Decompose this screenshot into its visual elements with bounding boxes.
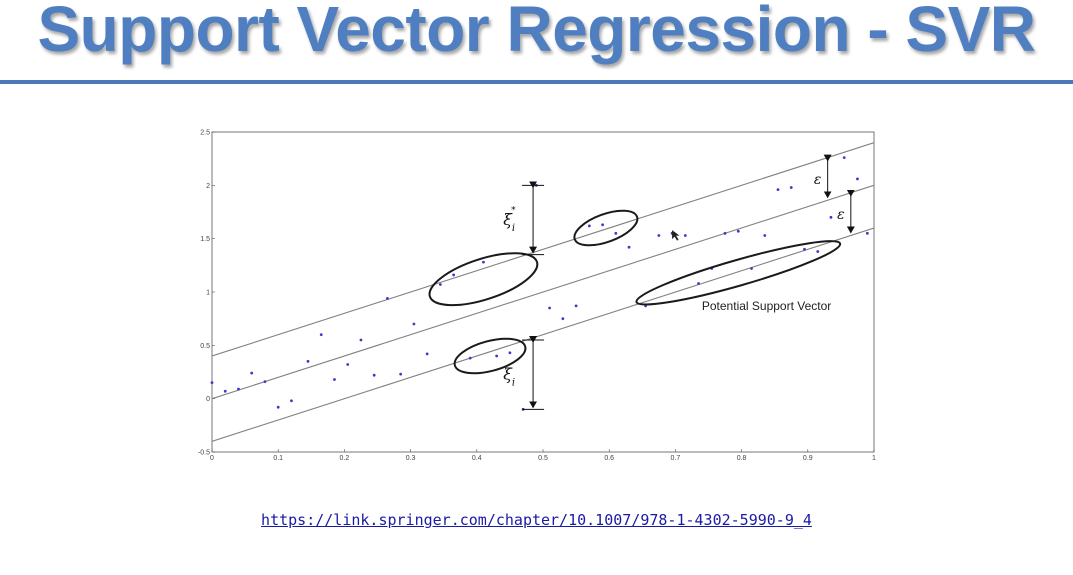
x-tick-label: 0.2 — [340, 455, 350, 462]
y-tick-label: 0.5 — [200, 343, 210, 350]
slack-upper-label: ξi* — [503, 206, 516, 234]
data-point — [697, 282, 700, 285]
data-point — [386, 297, 389, 300]
data-point — [723, 231, 727, 235]
x-tick-label: 0.7 — [671, 455, 681, 462]
data-point — [452, 273, 456, 277]
data-point — [601, 223, 604, 227]
x-tick-label: 0.5 — [538, 455, 548, 462]
data-point — [750, 267, 753, 270]
upper-epsilon-line — [212, 142, 874, 357]
lower-epsilon-line — [212, 227, 874, 442]
annotation-potential-support-vector: Potential Support Vector — [702, 299, 831, 313]
y-tick-label: 1 — [206, 290, 210, 297]
data-point — [657, 234, 661, 237]
data-point — [683, 234, 687, 237]
epsilon-lower-label: ε — [837, 207, 845, 223]
y-tick-label: 0 — [206, 396, 210, 403]
data-point — [789, 186, 793, 189]
data-point — [495, 354, 499, 358]
data-point — [333, 378, 336, 381]
data-point — [468, 356, 472, 360]
y-tick-label: 2 — [206, 183, 210, 190]
support-vector-ellipse — [428, 252, 539, 307]
y-tick-label: 2.5 — [200, 130, 210, 137]
x-tick-label: 0.9 — [803, 455, 813, 462]
slack-lower-subscript: i — [512, 377, 515, 388]
slide-title: Support Vector Regression - SVR — [37, 0, 1036, 65]
data-point — [816, 250, 820, 253]
slack-upper-superscript: * — [511, 206, 516, 216]
data-point — [736, 229, 740, 233]
data-point — [842, 156, 846, 159]
title-divider — [0, 80, 1073, 84]
support-vector-ellipse — [453, 337, 527, 375]
data-point — [263, 380, 267, 383]
data-point — [250, 371, 254, 375]
data-point — [290, 399, 293, 403]
x-tick-label: 0.8 — [737, 455, 747, 462]
x-tick-label: 0.4 — [472, 455, 482, 462]
data-point — [614, 231, 618, 235]
x-tick-label: 1 — [872, 455, 876, 462]
support-vector-ellipse — [635, 240, 842, 306]
data-point — [346, 363, 350, 366]
data-point — [319, 333, 323, 337]
source-link[interactable]: https://link.springer.com/chapter/10.100… — [261, 511, 812, 529]
regression-line — [212, 184, 874, 400]
slack-upper-subscript: i — [512, 223, 515, 234]
data-point — [548, 306, 552, 310]
plot-area: 0 0.1 0.2 0.3 0.4 0.5 0.6 0.7 0.8 0.9 1-0.500.511.… — [198, 130, 876, 463]
svr-chart: 0 0.1 0.2 0.3 0.4 0.5 0.6 0.7 0.8 0.9 1-0.500.511.… — [198, 130, 876, 463]
data-point — [561, 317, 565, 321]
data-point — [776, 188, 780, 191]
data-point — [372, 373, 376, 377]
x-tick-label: 0.1 — [273, 455, 283, 462]
data-point — [627, 245, 631, 249]
data-point — [237, 387, 240, 391]
y-tick-label: -0.5 — [198, 450, 210, 457]
data-point — [763, 234, 767, 237]
mouse-cursor-icon — [672, 230, 680, 241]
data-point — [574, 304, 578, 308]
data-point — [803, 247, 806, 251]
data-point — [856, 177, 859, 181]
x-tick-label: 0.6 — [604, 455, 614, 462]
data-point — [276, 405, 280, 409]
epsilon-upper-label: ε — [814, 172, 822, 188]
data-point — [210, 381, 214, 385]
data-point — [399, 372, 403, 376]
data-point — [829, 215, 833, 219]
x-tick-label: 0 — [210, 455, 214, 462]
data-point — [587, 224, 591, 228]
slack-lower-label: ξi — [503, 365, 515, 389]
data-point — [412, 322, 416, 326]
x-tick-label: 0.3 — [406, 455, 416, 462]
y-tick-label: 1.5 — [200, 236, 210, 243]
data-point — [306, 359, 310, 363]
data-point — [359, 338, 363, 342]
support-vector-ellipse — [573, 209, 639, 247]
data-point — [438, 283, 442, 286]
data-point — [482, 260, 485, 264]
data-point — [223, 389, 227, 393]
data-point — [425, 352, 429, 356]
data-point — [508, 351, 512, 355]
data-point — [865, 231, 869, 235]
